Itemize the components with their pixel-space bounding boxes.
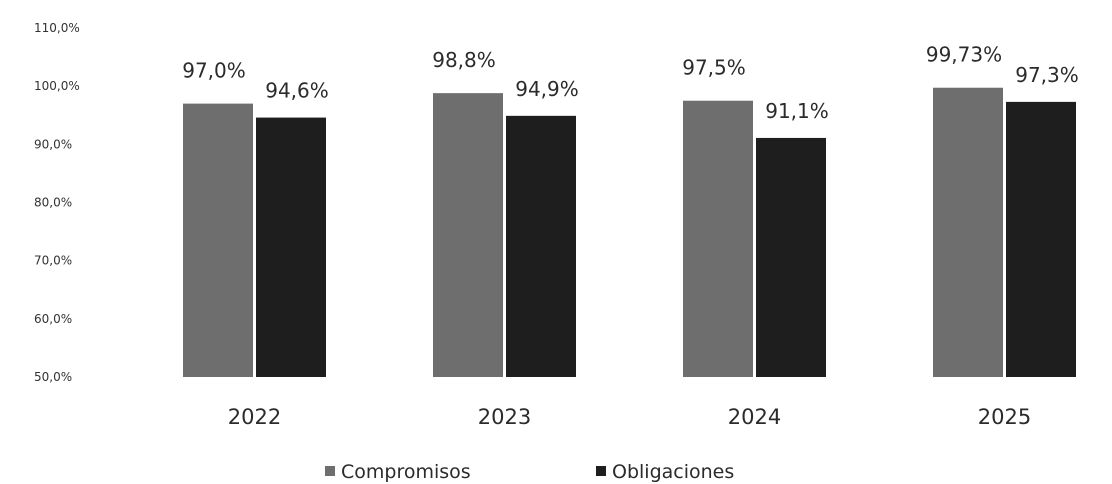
y-axis: 110,0% 100,0% 90,0% 80,0% 70,0% 60,0% 50,0% bbox=[34, 21, 80, 384]
y-tick-label: 110,0% bbox=[34, 21, 80, 35]
y-tick-label: 90,0% bbox=[34, 137, 72, 151]
bar-compromisos-2025 bbox=[933, 87, 1003, 377]
x-tick-label: 2023 bbox=[478, 405, 531, 429]
y-tick-label: 60,0% bbox=[34, 312, 72, 326]
data-label: 91,1% bbox=[765, 99, 829, 123]
data-label: 97,5% bbox=[682, 56, 746, 80]
y-tick-label: 50,0% bbox=[34, 370, 72, 384]
legend: Compromisos Obligaciones bbox=[325, 461, 734, 483]
bar-compromisos-2023 bbox=[433, 93, 503, 377]
x-tick-label: 2025 bbox=[978, 405, 1031, 429]
x-tick-label: 2022 bbox=[228, 405, 281, 429]
data-label: 97,0% bbox=[182, 59, 246, 83]
data-label: 99,73% bbox=[926, 43, 1002, 67]
data-label: 94,9% bbox=[515, 77, 579, 101]
bar-obligaciones-2024 bbox=[756, 137, 826, 377]
bar-compromisos-2024 bbox=[683, 100, 753, 377]
data-label: 98,8% bbox=[432, 48, 496, 72]
x-tick-label: 2024 bbox=[728, 405, 781, 429]
y-tick-label: 80,0% bbox=[34, 196, 72, 210]
legend-label-obligaciones: Obligaciones bbox=[612, 461, 734, 483]
bar-obligaciones-2023 bbox=[506, 115, 576, 377]
legend-swatch-compromisos bbox=[325, 466, 335, 476]
bar-compromisos-2022 bbox=[183, 103, 253, 377]
y-tick-label: 100,0% bbox=[34, 79, 80, 93]
legend-label-compromisos: Compromisos bbox=[341, 461, 471, 483]
data-label: 94,6% bbox=[265, 79, 329, 103]
data-label: 97,3% bbox=[1015, 63, 1079, 87]
y-tick-label: 70,0% bbox=[34, 254, 72, 268]
bars bbox=[183, 87, 1076, 378]
bar-obligaciones-2022 bbox=[256, 117, 326, 378]
bar-obligaciones-2025 bbox=[1006, 101, 1076, 377]
x-axis: 2022 2023 2024 2025 bbox=[228, 405, 1031, 429]
legend-swatch-obligaciones bbox=[596, 466, 606, 476]
data-labels: 97,0% 94,6% 98,8% 94,9% 97,5% 91,1% 99,73% 97,3… bbox=[182, 43, 1079, 123]
